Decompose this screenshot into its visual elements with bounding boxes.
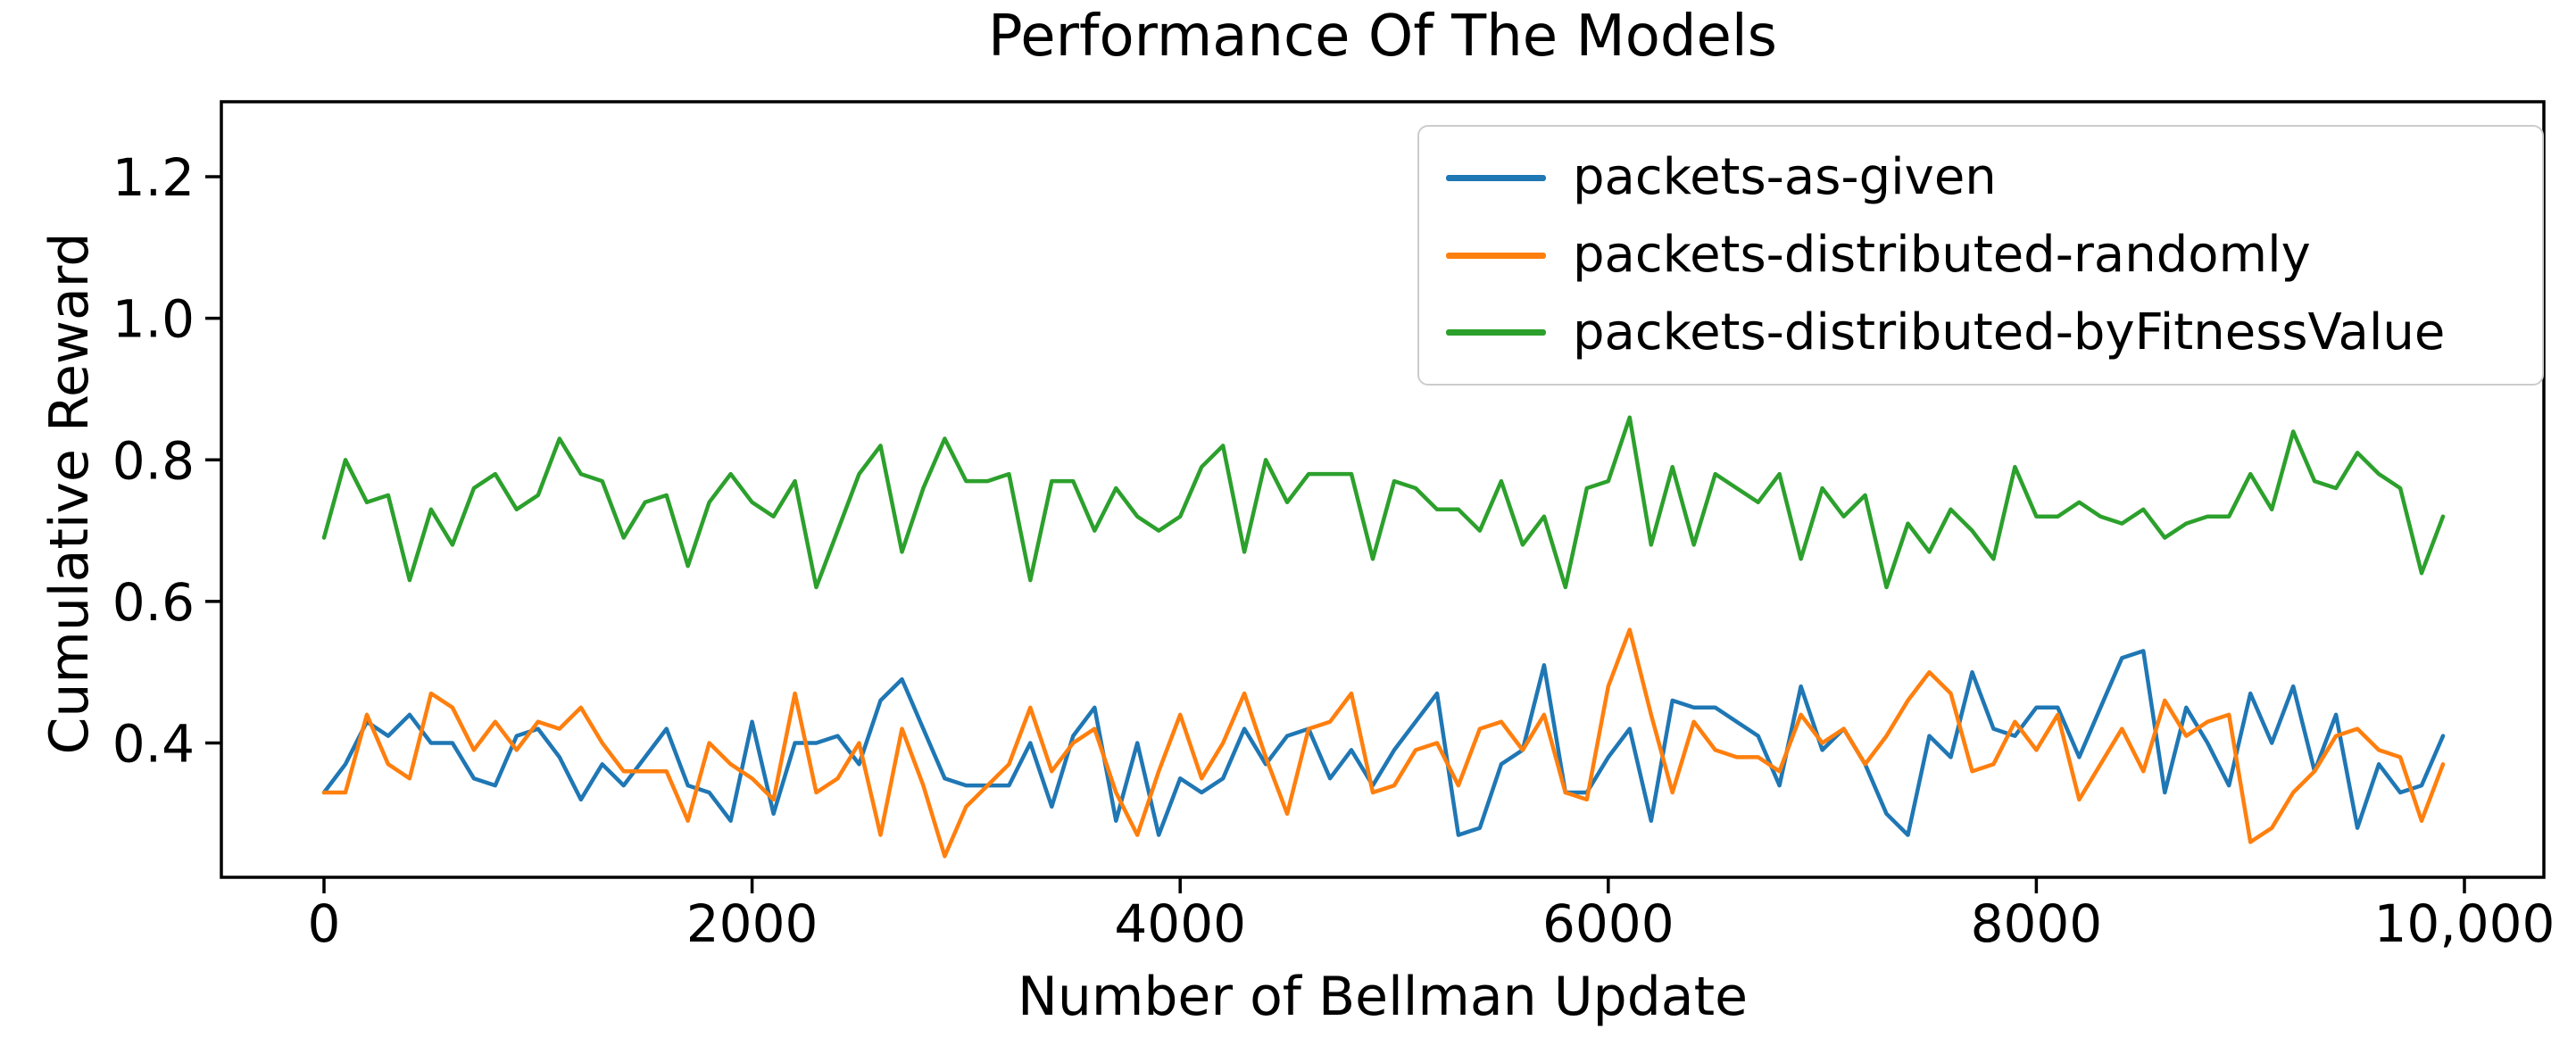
y-tick-label: 0.8 — [112, 430, 195, 491]
series-line-packets-distributed-randomly — [321, 627, 2446, 859]
x-tick-label: 8000 — [1971, 893, 2103, 954]
legend-line-icon — [1446, 252, 1546, 259]
series-line-packets-distributed-byFitnessValue — [321, 415, 2446, 590]
series-line-packets-as-given — [321, 649, 2446, 837]
legend-item: packets-as-given — [1446, 139, 2515, 217]
x-tick-label: 0 — [308, 893, 341, 954]
legend-item-label: packets-distributed-byFitnessValue — [1573, 303, 2446, 361]
legend-line-icon — [1446, 174, 1546, 181]
x-axis-label: Number of Bellman Update — [1017, 966, 1749, 1028]
y-tick-label: 1.0 — [112, 289, 195, 350]
legend-item-label: packets-distributed-randomly — [1573, 226, 2311, 284]
legend-item: packets-distributed-byFitnessValue — [1446, 294, 2515, 371]
y-tick-label: 0.4 — [112, 714, 195, 775]
y-tick-label: 0.6 — [112, 572, 195, 633]
x-tick-label: 4000 — [1114, 893, 1246, 954]
x-tick-label: 6000 — [1542, 893, 1674, 954]
legend-line-icon — [1446, 329, 1546, 336]
legend-item-label: packets-as-given — [1573, 148, 1997, 207]
y-tick-label: 1.2 — [112, 147, 195, 208]
chart-title: Performance Of The Models — [987, 4, 1778, 70]
plot-border — [220, 100, 2546, 879]
legend-item: packets-distributed-randomly — [1446, 217, 2515, 295]
x-tick-label: 2000 — [686, 893, 819, 954]
x-tick-label: 10,000 — [2374, 893, 2555, 954]
legend: packets-as-given packets-distributed-rand… — [1417, 125, 2544, 386]
